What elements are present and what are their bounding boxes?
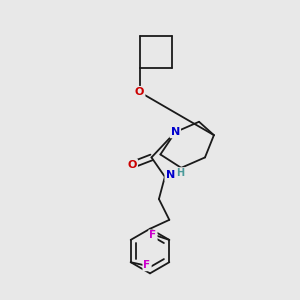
Text: O: O	[128, 160, 137, 170]
Text: O: O	[135, 87, 144, 97]
Text: H: H	[176, 168, 184, 178]
Text: N: N	[166, 170, 175, 180]
Text: F: F	[143, 260, 151, 270]
Text: F: F	[149, 230, 157, 241]
Text: N: N	[171, 127, 180, 137]
